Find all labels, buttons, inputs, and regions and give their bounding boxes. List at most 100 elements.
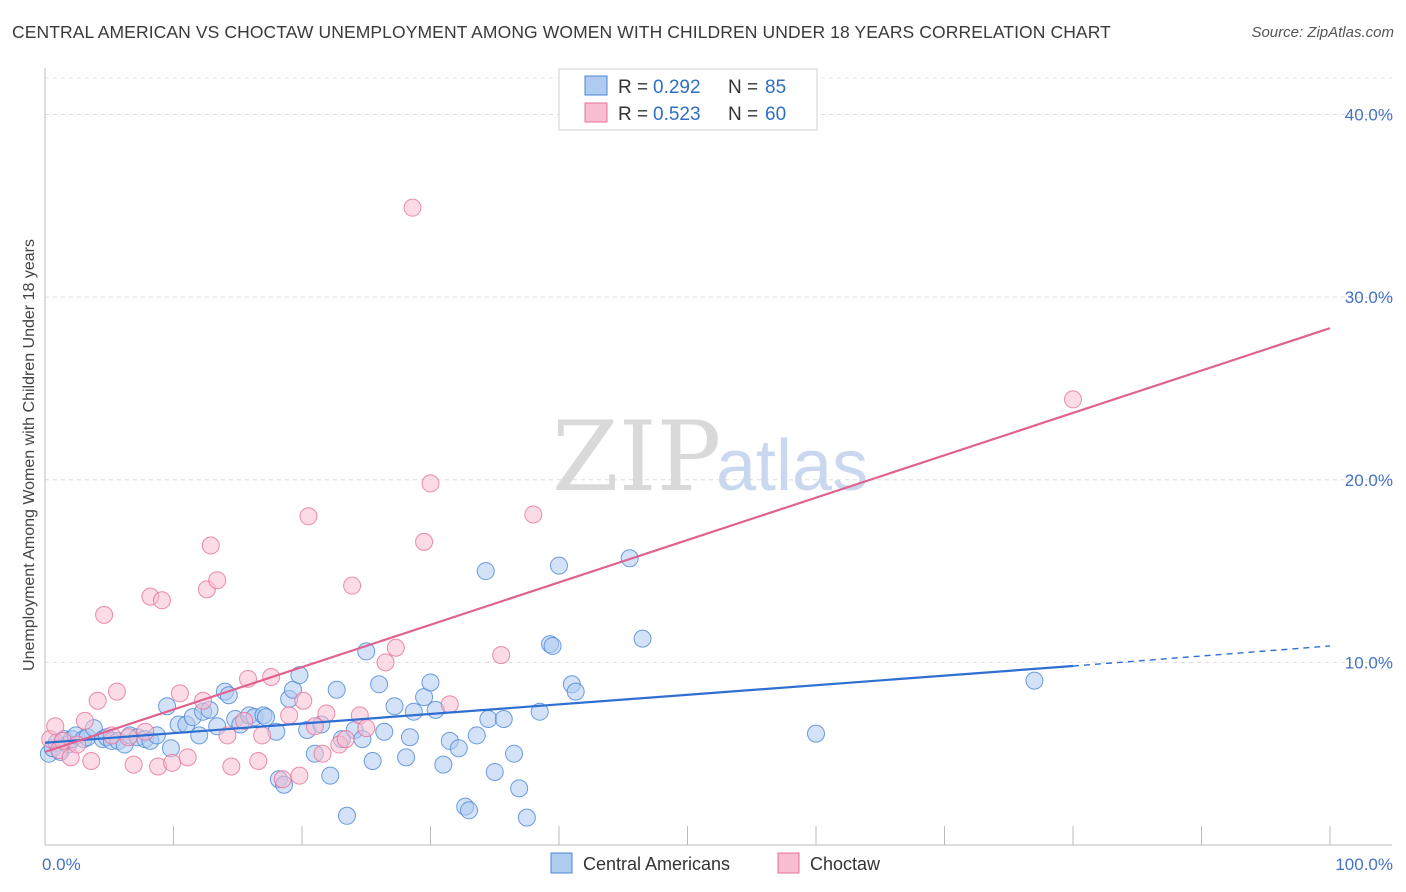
point-1-39 [317,704,336,723]
point-1-11 [107,682,126,701]
legend-swatch-pink [584,102,608,123]
point-1-8 [88,691,107,710]
tick-labels: 10.0% 20.0% 30.0% 40.0% 0.0% 100.0% [42,106,1393,874]
y-tick-label-3: 40.0% [1345,106,1393,125]
point-1-1 [46,717,65,736]
point-0-48 [327,680,346,699]
point-1-19 [170,684,189,703]
point-0-70 [476,562,495,581]
point-0-57 [385,697,404,716]
point-1-52 [524,505,543,524]
watermark-zip: ZIP [552,401,721,513]
point-1-32 [273,770,292,789]
point-1-46 [386,638,405,657]
point-0-86 [1025,671,1044,690]
point-0-60 [404,702,423,721]
point-1-9 [95,605,114,624]
point-0-59 [400,728,419,747]
point-0-75 [510,779,529,798]
chart-title: CENTRAL AMERICAN VS CHOCTAW UNEMPLOYMENT… [12,22,1111,42]
point-1-6 [75,711,94,730]
legend-r-label-0: R = [618,77,648,98]
point-1-20 [178,748,197,767]
point-0-43 [290,666,309,685]
trend-line-central-americans-extension [1072,645,1331,667]
legend-n-value-0: 85 [765,77,786,98]
source-credit: Source: ZipAtlas.com [1251,24,1394,41]
point-1-47 [403,198,422,217]
series-choctaw [41,198,1082,789]
trend-line-central-americans [44,664,1074,744]
point-0-64 [434,755,453,774]
point-1-17 [152,591,171,610]
axes [44,68,1392,846]
point-1-23 [201,536,220,555]
bottom-legend-swatch-pink [777,852,800,874]
point-1-38 [313,744,332,763]
point-1-18 [163,753,182,772]
x-tick-label-max: 100.0% [1335,855,1393,874]
point-1-50 [440,695,459,714]
point-1-34 [290,766,309,785]
bottom-legend-choctaw: Choctaw [810,854,881,874]
point-0-68 [460,801,479,820]
point-0-73 [494,709,513,728]
point-1-49 [421,474,440,493]
legend-r-label-1: R = [618,104,648,125]
point-1-26 [222,757,241,776]
point-1-42 [343,576,362,595]
point-0-47 [321,766,340,785]
point-0-71 [479,709,498,728]
point-0-56 [375,722,394,741]
point-1-41 [336,730,355,749]
point-0-69 [467,726,486,745]
point-0-76 [517,808,536,827]
point-1-45 [376,653,395,672]
legend-n-label-1: N = [728,104,758,125]
point-0-58 [397,748,416,767]
point-1-36 [299,507,318,526]
point-0-62 [421,673,440,692]
point-0-66 [449,739,468,758]
legend-swatch-blue [584,75,608,96]
point-0-72 [485,762,504,781]
point-0-37 [257,708,276,727]
trend-lines [44,327,1331,753]
point-0-54 [363,751,382,770]
series-central-americans [39,549,1044,827]
point-0-79 [543,636,562,655]
point-0-80 [550,556,568,575]
legend-n-label-0: N = [728,77,758,98]
point-1-14 [136,722,155,741]
point-0-84 [633,629,652,648]
y-tick-label-1: 20.0% [1345,471,1393,490]
y-tick-label-2: 30.0% [1345,288,1393,307]
bottom-legend-swatch-blue [550,852,573,874]
point-0-82 [566,682,585,701]
point-0-55 [370,675,389,694]
point-0-50 [337,806,356,825]
point-0-26 [190,726,209,745]
point-1-35 [294,691,313,710]
point-1-25 [218,726,237,745]
point-1-44 [357,719,376,738]
point-1-51 [492,646,511,665]
point-1-27 [235,711,254,730]
point-1-33 [280,706,299,725]
point-0-74 [505,744,524,763]
point-1-29 [249,751,268,770]
y-tick-label-0: 10.0% [1345,653,1393,672]
point-0-77 [530,702,549,721]
bottom-legend-central-americans: Central Americans [583,854,730,874]
legend-n-value-1: 60 [765,104,786,125]
point-1-24 [208,571,227,590]
bottom-legend: Central Americans Choctaw [550,852,881,874]
point-0-85 [807,724,825,743]
point-1-30 [253,726,272,745]
trend-line-choctaw [44,327,1331,753]
x-tick-label-min: 0.0% [42,855,81,874]
legend-r-value-1: 0.523 [653,104,701,125]
legend: R = 0.292 N = 85 R = 0.523 N = 60 [558,68,818,131]
gridlines [45,77,1392,663]
